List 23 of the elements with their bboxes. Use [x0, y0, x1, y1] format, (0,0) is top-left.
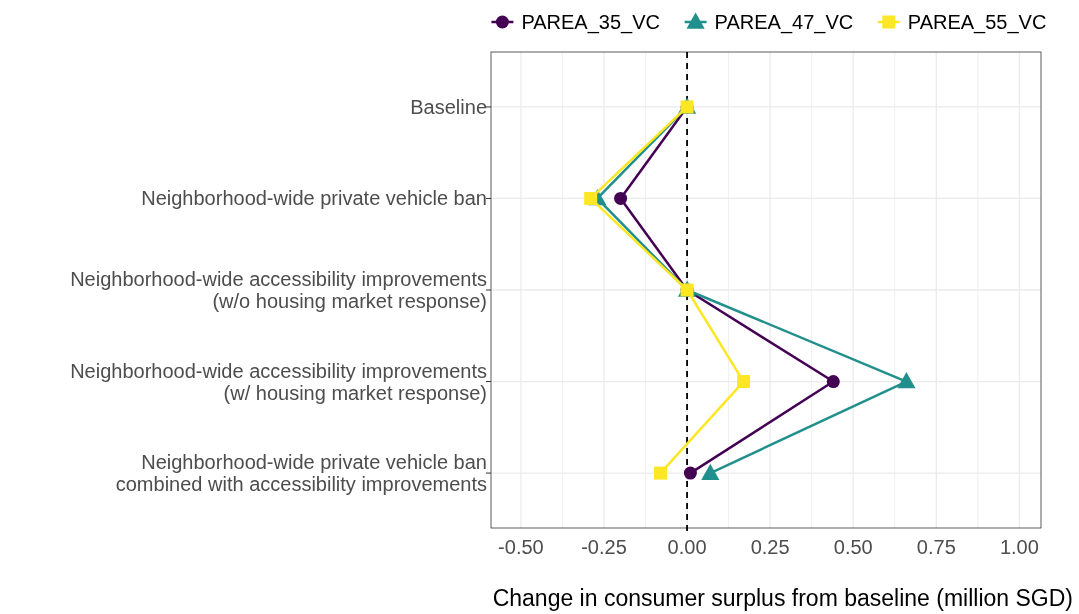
point [683, 466, 697, 480]
point [897, 372, 916, 389]
point [614, 191, 628, 205]
x-tick-label: 0.75 [916, 536, 956, 558]
point [737, 375, 751, 389]
y-tick-label: Neighborhood-wide accessibility improvements (w/o housing market response) [70, 268, 487, 312]
point [701, 463, 720, 480]
x-tick-label: -0.50 [498, 536, 544, 558]
x-axis-title: Change in consumer surplus from baseline (million SGD) [492, 585, 1073, 611]
legend-label: PAREA_55_VC [907, 11, 1047, 34]
x-tick-label: 0.25 [750, 536, 790, 558]
legend-label: PAREA_47_VC [714, 11, 854, 34]
y-tick-label: Neighborhood-wide private vehicle ban [141, 187, 487, 210]
legend-label: PAREA_35_VC [521, 11, 660, 34]
x-tick-label: 0.00 [667, 536, 707, 558]
x-tick-label: 0.50 [833, 536, 873, 558]
x-tick-label: 1.00 [999, 536, 1039, 558]
y-tick-label: Baseline [410, 95, 487, 118]
y-tick-label: Neighborhood-wide accessibility improvements (w/ housing market response) [70, 359, 487, 404]
point [826, 375, 840, 389]
y-tick-label: Neighborhood-wide private vehicle ban combined with accessibility improvements [115, 451, 487, 496]
point [653, 466, 667, 480]
x-tick-label: -0.25 [581, 536, 627, 558]
